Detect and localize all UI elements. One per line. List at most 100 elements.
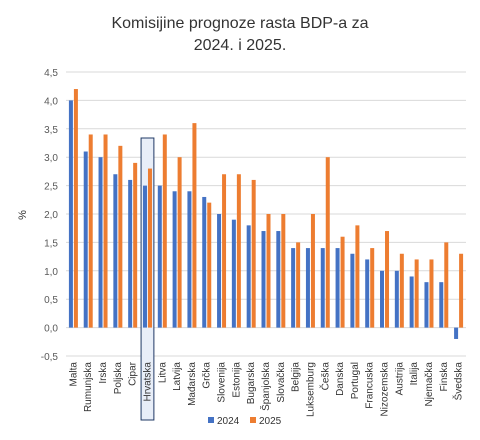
bar-2024	[454, 327, 459, 339]
x-tick-label: Finska	[439, 362, 450, 392]
x-tick-label: Nizozemska	[380, 362, 391, 417]
bar-2024	[68, 100, 73, 328]
legend-label: 2024	[217, 416, 240, 427]
x-tick-label: Grčka	[202, 362, 213, 389]
x-tick-label: Hrvatska	[142, 362, 153, 402]
bar-2025	[385, 231, 390, 328]
bar-2025	[266, 214, 271, 328]
bar-2024	[291, 248, 296, 328]
y-tick-label: 1,0	[44, 267, 58, 278]
bar-2025	[222, 174, 227, 328]
x-tick-label: Malta	[68, 362, 79, 387]
bar-2024	[246, 225, 251, 328]
y-tick-label: 2,0	[44, 210, 58, 221]
bar-2025	[251, 179, 256, 328]
x-tick-label: Austrija	[394, 362, 405, 396]
legend-swatch	[250, 417, 256, 423]
bar-2025	[459, 253, 464, 328]
bar-2025	[355, 225, 360, 328]
x-tick-label: Irska	[98, 362, 109, 384]
bar-2025	[162, 134, 167, 328]
x-tick-label: Portugal	[350, 362, 361, 399]
x-tick-label: Litva	[157, 362, 168, 384]
chart-title-line-1: Komisijine prognoze rasta BDP-a za	[111, 15, 368, 32]
y-tick-label: 4,0	[44, 96, 58, 107]
y-axis-label: %	[17, 210, 29, 220]
bar-2024	[83, 151, 88, 328]
bar-2024	[261, 231, 266, 328]
bar-2025	[414, 259, 419, 328]
x-tick-label: Poljska	[113, 362, 124, 395]
x-tick-label: Latvija	[172, 362, 183, 391]
bar-2025	[340, 236, 345, 328]
x-tick-label: Češka	[318, 362, 331, 391]
bar-2025	[236, 174, 241, 328]
x-tick-label: Slovačka	[276, 362, 287, 403]
bar-2025	[325, 157, 330, 328]
bar-2024	[335, 248, 340, 328]
bar-2025	[133, 162, 138, 328]
y-tick-label: 1,5	[44, 238, 58, 249]
bar-2024	[439, 282, 444, 328]
x-tick-label: Njemačka	[424, 362, 435, 407]
x-tick-label: Belgija	[291, 362, 302, 392]
bar-2025	[310, 214, 315, 328]
bar-2025	[177, 157, 182, 328]
bar-2025	[192, 123, 197, 328]
x-tick-label: Luksemburg	[305, 362, 316, 417]
bar-2024	[157, 185, 162, 328]
bar-2025	[429, 259, 434, 328]
bar-2025	[118, 145, 123, 328]
gridlines	[66, 71, 466, 357]
bar-2024	[172, 191, 177, 328]
x-tick-label: Bugarska	[246, 362, 257, 405]
chart-title-line-2: 2024. i 2025.	[194, 37, 287, 54]
y-tick-label: 3,5	[44, 125, 58, 136]
bar-2024	[113, 174, 118, 328]
x-tick-label: Italija	[409, 362, 420, 386]
bar-2024	[142, 185, 147, 328]
x-tick-label: Švedska	[452, 362, 465, 401]
x-tick-label: Rumunjska	[83, 362, 94, 412]
bar-2024	[128, 179, 133, 328]
bar-2024	[217, 214, 222, 328]
bar-2024	[320, 248, 325, 328]
bar-2024	[380, 270, 385, 328]
x-tick-label: Mađarska	[187, 362, 198, 406]
bar-2025	[88, 134, 93, 328]
bar-2024	[187, 191, 192, 328]
bar-2024	[394, 270, 399, 328]
bar-2025	[281, 214, 286, 328]
bar-2024	[409, 276, 414, 328]
bar-2025	[399, 253, 404, 328]
y-tick-label: 2,5	[44, 182, 58, 193]
bar-2024	[231, 219, 236, 328]
bar-2025	[147, 168, 152, 328]
bar-2024	[365, 259, 370, 328]
legend-label: 2025	[259, 416, 282, 427]
bar-2025	[103, 134, 108, 328]
bar-2024	[305, 248, 310, 328]
y-tick-label: 0,5	[44, 295, 58, 306]
bars-group	[68, 89, 464, 339]
y-tick-label: -0,5	[41, 352, 59, 363]
x-tick-label: Španjolska	[259, 362, 272, 411]
bar-2024	[424, 282, 429, 328]
legend: 2024 2025	[208, 416, 282, 427]
bar-2024	[350, 253, 355, 328]
y-tick-label: 3,0	[44, 153, 58, 164]
bar-2024	[202, 196, 207, 328]
bar-2025	[73, 89, 78, 328]
legend-swatch	[208, 417, 214, 423]
x-tick-label: Danska	[335, 362, 346, 396]
x-tick-label: Slovenija	[217, 362, 228, 403]
y-tick-labels: -0,5 0,0 0,5 1,0 1,5 2,0 2,5 3,0 3,5 4,0 4,5	[41, 68, 59, 363]
y-tick-label: 0,0	[44, 324, 58, 335]
bar-2025	[370, 248, 375, 328]
bar-2025	[296, 242, 301, 328]
x-tick-label: Francuska	[365, 362, 376, 409]
bar-2024	[98, 157, 103, 328]
x-tick-label: Cipar	[128, 361, 139, 386]
